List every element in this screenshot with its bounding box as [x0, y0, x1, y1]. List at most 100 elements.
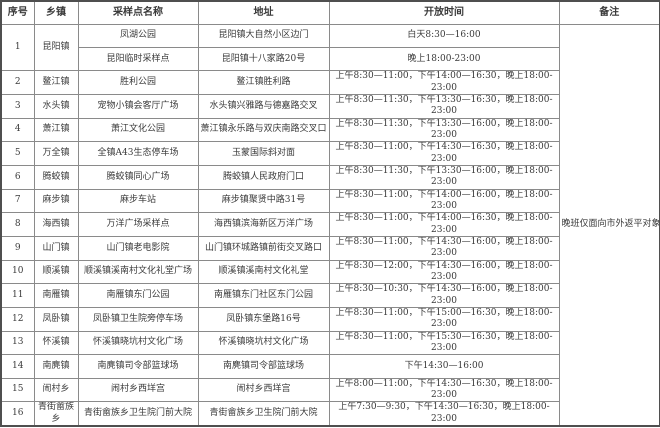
cell-address: 南麂镇司令部篮球场	[197, 354, 330, 379]
cell-no: 10	[0, 259, 35, 285]
cell-site-name: 麻步车站	[77, 188, 199, 214]
table-body: 1 昆阳镇 凤湖公园 昆阳镇大自然小区边门 白天8:30—16:00 晚班仅面向…	[0, 23, 660, 427]
cell-address: 水头镇兴雅路与德嘉路交叉	[197, 94, 330, 119]
col-header-open-time: 开放时间	[328, 0, 560, 25]
cell-town: 水头镇	[33, 94, 79, 119]
cell-no: 3	[0, 94, 35, 119]
cell-address: 腾蛟镇人民政府门口	[197, 165, 330, 190]
cell-open-time: 白天8:30—16:00	[328, 23, 560, 49]
cell-open-time: 上午8:30—12:00，下午14:30—16:00，晚上18:00-23:00	[328, 259, 560, 285]
cell-remark: 晚班仅面向市外返平对象	[558, 24, 660, 427]
cell-town: 昆阳镇	[33, 23, 79, 72]
cell-open-time: 上午7:30—9:30，下午14:30—16:30，晚上18:00-23:00	[328, 401, 560, 427]
cell-open-time: 上午8:30—11:30，下午13:30—16:30，晚上18:00-23:00	[328, 94, 560, 119]
cell-town: 万全镇	[33, 141, 79, 167]
cell-town: 青街畲族乡	[33, 401, 79, 427]
cell-town: 闹村乡	[33, 377, 79, 403]
cell-address: 海西镇滨海新区万洋广场	[197, 212, 330, 238]
cell-no: 14	[0, 354, 35, 379]
table-row: 昆阳临时采样点 昆阳镇十八家路20号 晚上18:00-23:00	[1, 47, 660, 72]
cell-open-time: 上午8:30—11:00，下午14:30—16:30，晚上18:00-23:00	[328, 141, 560, 167]
cell-site-name: 闹村乡西垟宫	[77, 377, 199, 403]
cell-no: 13	[0, 330, 35, 356]
cell-open-time: 上午8:00—11:00，下午14:30—16:30，晚上18:00-23:00	[328, 377, 560, 403]
cell-address: 凤卧镇东堡路16号	[197, 307, 330, 332]
cell-open-time: 上午8:30—11:00，下午14:30—16:00，晚上18:00-23:00	[328, 236, 560, 261]
cell-no: 16	[0, 401, 35, 427]
table-row: 16 青街畲族乡 青街畲族乡卫生院门前大院 青街畲族乡卫生院门前大院 上午7:3…	[0, 401, 660, 427]
cell-site-name: 南麂镇司令部篮球场	[77, 354, 199, 379]
cell-address: 怀溪镇晓坑村文化广场	[197, 330, 330, 356]
cell-no: 15	[0, 377, 35, 403]
cell-address: 山门镇环城路镇前街交叉路口	[197, 236, 330, 261]
cell-town: 麻步镇	[33, 188, 79, 214]
header-row: 序号 乡镇 采样点名称 地址 开放时间 备注	[0, 0, 660, 25]
cell-no: 11	[0, 283, 35, 309]
cell-town: 腾蛟镇	[33, 165, 79, 190]
col-header-remark: 备注	[558, 0, 660, 25]
cell-address: 玉蒙国际斜对面	[197, 141, 330, 167]
table-row: 1 昆阳镇 凤湖公园 昆阳镇大自然小区边门 白天8:30—16:00 晚班仅面向…	[0, 23, 660, 427]
cell-open-time: 上午8:30—11:30，下午13:30—16:00，晚上18:00-23:00	[328, 117, 560, 143]
cell-open-time: 上午8:30—10:30，下午14:30—16:00，晚上18:00-23:00	[328, 283, 560, 309]
cell-no: 1	[0, 23, 35, 72]
cell-town: 南雁镇	[33, 283, 79, 309]
cell-open-time: 上午8:30—11:00，下午14:00—16:30，晚上18:00-23:00	[328, 212, 560, 238]
cell-site-name: 昆阳临时采样点	[77, 47, 199, 72]
table-row: 4 萧江镇 萧江文化公园 萧江镇永乐路与双庆南路交叉口 上午8:30—11:30…	[0, 117, 660, 143]
cell-no: 8	[0, 212, 35, 238]
cell-open-time: 上午8:30—11:00，下午15:30—16:30，晚上18:00-23:00	[328, 330, 560, 356]
cell-open-time: 上午8:30—11:00，下午15:00—16:30，晚上18:00-23:00	[328, 307, 560, 332]
cell-open-time: 上午8:30—11:30，下午13:30—16:00，晚上18:00-23:00	[328, 165, 560, 190]
cell-town: 鳌江镇	[33, 70, 79, 96]
cell-address: 麻步镇聚贤中路31号	[197, 188, 330, 214]
cell-town: 顺溪镇	[33, 259, 79, 285]
cell-town: 怀溪镇	[33, 330, 79, 356]
cell-site-name: 凤卧镇卫生院旁停车场	[77, 307, 199, 332]
cell-no: 9	[0, 236, 35, 261]
cell-address: 青街畲族乡卫生院门前大院	[197, 401, 330, 427]
cell-site-name: 萧江文化公园	[77, 117, 199, 143]
cell-town: 凤卧镇	[33, 307, 79, 332]
cell-site-name: 南雁镇东门公园	[77, 283, 199, 309]
cell-site-name: 腾蛟镇同心广场	[77, 165, 199, 190]
table-row: 12 凤卧镇 凤卧镇卫生院旁停车场 凤卧镇东堡路16号 上午8:30—11:00…	[0, 307, 660, 332]
cell-address: 闹村乡西垟宫	[197, 377, 330, 403]
cell-open-time: 下午14:30—16:00	[328, 354, 560, 379]
cell-site-name: 宠物小镇会客厅广场	[77, 94, 199, 119]
cell-address: 昆阳镇大自然小区边门	[197, 23, 330, 49]
cell-no: 5	[0, 141, 35, 167]
cell-town: 山门镇	[33, 236, 79, 261]
cell-no: 7	[0, 188, 35, 214]
cell-town: 萧江镇	[33, 117, 79, 143]
cell-no: 4	[0, 117, 35, 143]
cell-site-name: 全镇A43生态停车场	[77, 141, 199, 167]
cell-site-name: 万洋广场采样点	[77, 212, 199, 238]
cell-address: 萧江镇永乐路与双庆南路交叉口	[197, 117, 330, 143]
cell-site-name: 青街畲族乡卫生院门前大院	[77, 401, 199, 427]
cell-address: 昆阳镇十八家路20号	[197, 47, 330, 72]
cell-site-name: 胜利公园	[77, 70, 199, 96]
cell-site-name: 凤湖公园	[77, 23, 199, 49]
cell-open-time: 上午8:30—11:00，下午14:00—16:30，晚上18:00-23:00	[328, 70, 560, 96]
cell-open-time: 晚上18:00-23:00	[328, 47, 560, 72]
table-row: 14 南麂镇 南麂镇司令部篮球场 南麂镇司令部篮球场 下午14:30—16:00	[0, 354, 660, 379]
table-row: 9 山门镇 山门镇老电影院 山门镇环城路镇前街交叉路口 上午8:30—11:00…	[0, 236, 660, 261]
col-header-site-name: 采样点名称	[77, 0, 199, 25]
cell-open-time: 上午8:30—11:00，下午14:00—16:00，晚上18:00-23:00	[328, 188, 560, 214]
cell-site-name: 顺溪镇溪南村文化礼堂广场	[77, 259, 199, 285]
cell-town: 海西镇	[33, 212, 79, 238]
table-row: 11 南雁镇 南雁镇东门公园 南雁镇东门社区东门公园 上午8:30—10:30，…	[0, 283, 660, 309]
cell-address: 顺溪镇溪南村文化礼堂	[197, 259, 330, 285]
cell-site-name: 山门镇老电影院	[77, 236, 199, 261]
cell-site-name: 怀溪镇晓坑村文化广场	[77, 330, 199, 356]
col-header-address: 地址	[197, 0, 330, 25]
cell-address: 南雁镇东门社区东门公园	[197, 283, 330, 309]
cell-no: 2	[0, 70, 35, 96]
cell-no: 12	[0, 307, 35, 332]
table-row: 3 水头镇 宠物小镇会客厅广场 水头镇兴雅路与德嘉路交叉 上午8:30—11:3…	[0, 94, 660, 119]
col-header-no: 序号	[0, 0, 35, 25]
cell-town: 南麂镇	[33, 354, 79, 379]
